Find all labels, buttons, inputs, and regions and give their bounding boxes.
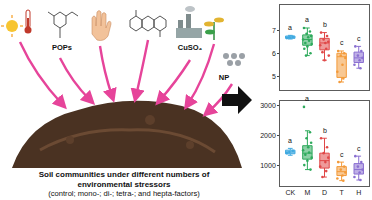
- svg-text:6: 6: [272, 50, 276, 57]
- svg-text:5: 5: [272, 73, 276, 80]
- svg-text:b: b: [323, 127, 327, 134]
- svg-text:c: c: [357, 35, 361, 42]
- svg-text:POPs: POPs: [52, 43, 72, 52]
- svg-text:environmental stressors: environmental stressors: [78, 180, 171, 189]
- svg-text:a: a: [305, 16, 309, 23]
- svg-text:c: c: [340, 39, 344, 46]
- svg-text:2000: 2000: [260, 132, 276, 139]
- svg-text:a: a: [305, 95, 309, 102]
- svg-text:NP: NP: [219, 73, 229, 82]
- svg-text:CuSO₄: CuSO₄: [178, 43, 203, 52]
- svg-text:Soil communities under differe: Soil communities under different numbers…: [39, 170, 210, 179]
- svg-text:1000: 1000: [260, 162, 276, 169]
- svg-text:c: c: [357, 145, 361, 152]
- svg-text:3000: 3000: [260, 102, 276, 109]
- svg-text:H: H: [356, 189, 361, 196]
- svg-text:7: 7: [272, 27, 276, 34]
- svg-text:c: c: [340, 151, 344, 158]
- svg-text:(control; mono-; di-; tetra-;: (control; mono-; di-; tetra-; and hepta-…: [48, 189, 200, 198]
- svg-text:T: T: [339, 189, 344, 196]
- svg-text:a: a: [288, 24, 292, 31]
- svg-text:a: a: [288, 137, 292, 144]
- svg-text:M: M: [304, 189, 310, 196]
- svg-text:D: D: [322, 189, 327, 196]
- svg-text:CK: CK: [285, 189, 295, 196]
- svg-text:b: b: [323, 21, 327, 28]
